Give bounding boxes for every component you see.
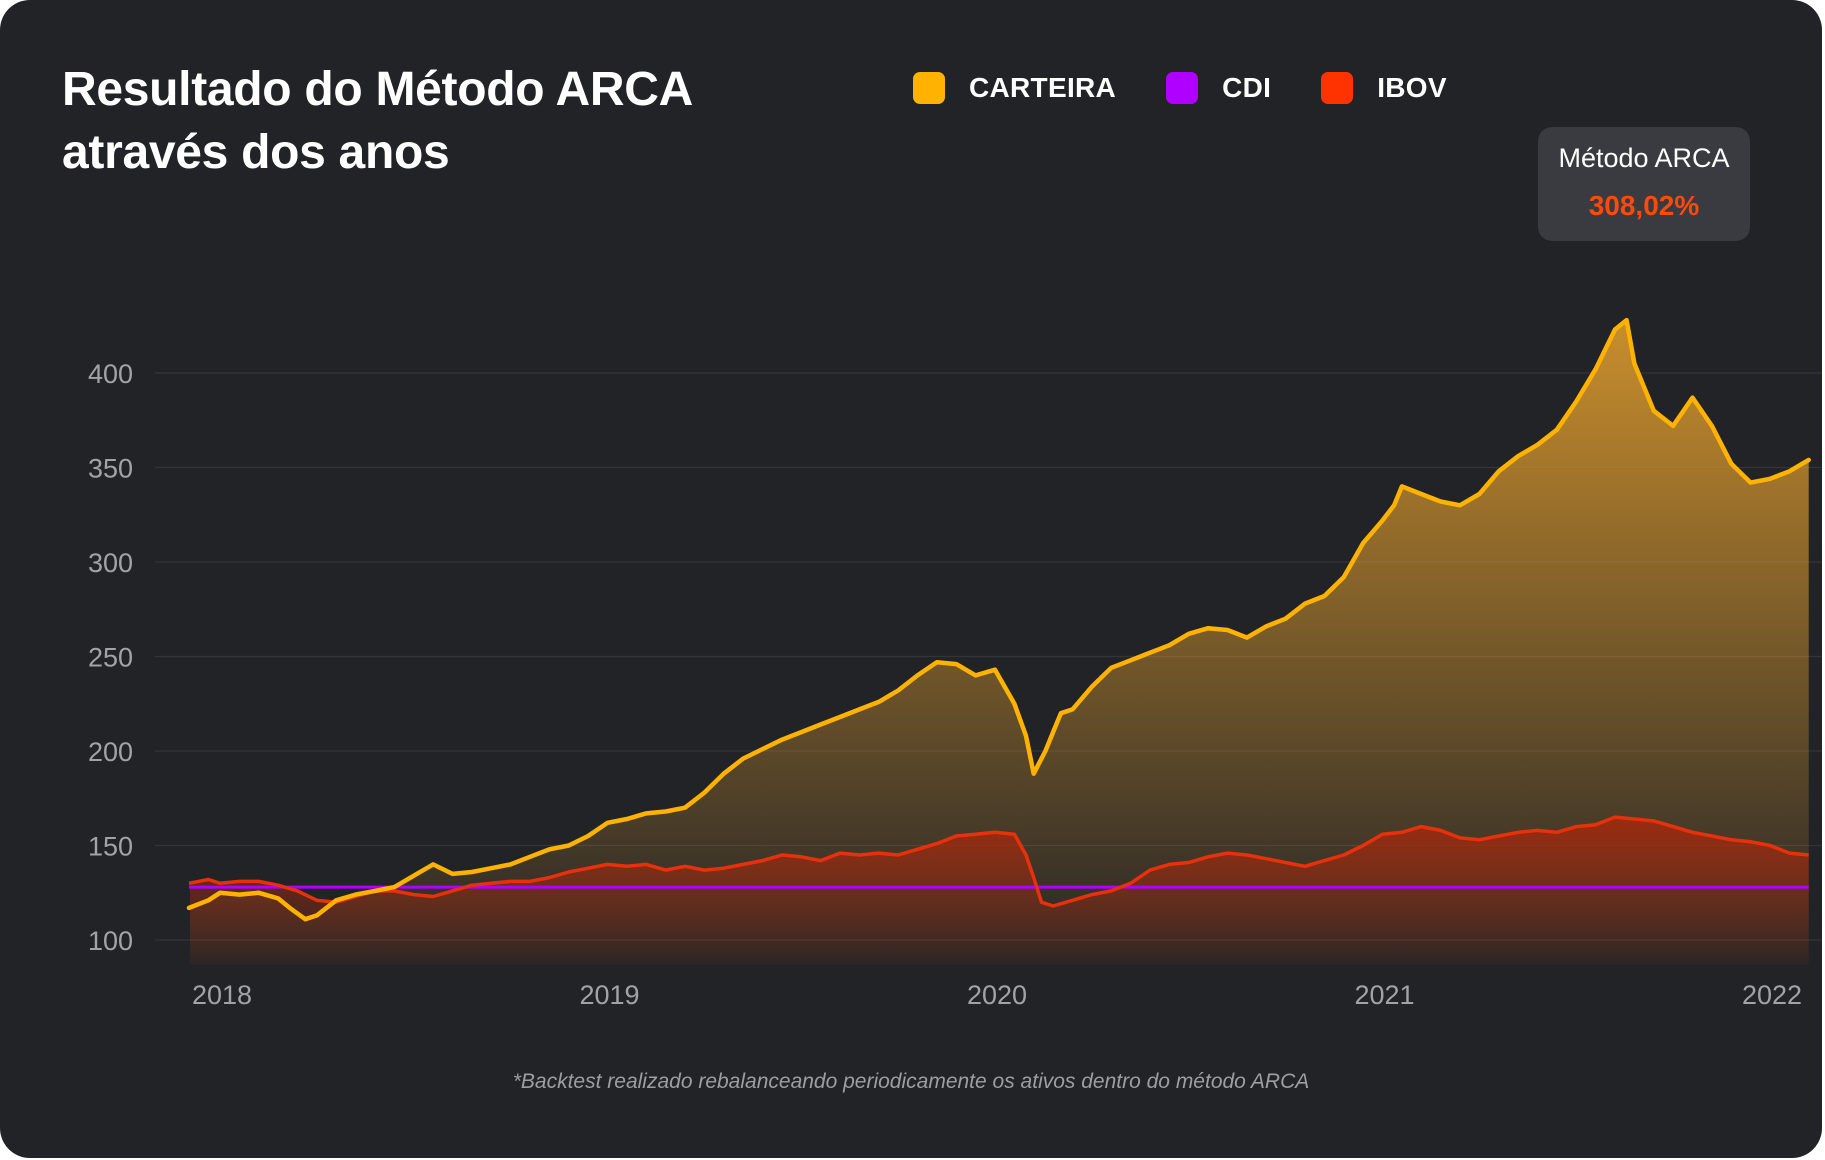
tooltip-value: 308,02% [1588, 190, 1700, 221]
legend-item-carteira[interactable]: CARTEIRA [913, 72, 1116, 104]
y-tick-label: 150 [88, 832, 133, 862]
legend-label-carteira: CARTEIRA [969, 72, 1117, 103]
x-tick-label: 2019 [579, 980, 639, 1010]
ibov-line[interactable] [188, 815, 1809, 908]
legend-label-ibov: IBOV [1377, 72, 1447, 103]
y-tick-label: 100 [88, 926, 133, 956]
y-tick-label: 250 [88, 643, 133, 673]
y-tick-label: 300 [88, 548, 133, 578]
legend-item-ibov[interactable]: IBOV [1321, 72, 1447, 104]
tooltip: Método ARCA 308,02% [1538, 127, 1750, 241]
series-layer [186, 317, 1811, 965]
legend-label-cdi: CDI [1222, 72, 1272, 103]
y-tick-label: 400 [88, 359, 133, 389]
x-tick-label: 2022 [1742, 980, 1802, 1010]
footnote: *Backtest realizado rebalanceando period… [512, 1070, 1310, 1093]
legend: CARTEIRA CDI IBOV [913, 72, 1497, 104]
tooltip-title: Método ARCA [1558, 143, 1730, 173]
legend-item-cdi[interactable]: CDI [1166, 72, 1271, 104]
x-tick-label: 2021 [1354, 980, 1414, 1010]
carteira-area [190, 320, 1809, 965]
legend-swatch-cdi [1166, 72, 1199, 104]
chart-title: Resultado do Método ARCA através dos ano… [62, 63, 692, 179]
carteira-line[interactable] [186, 317, 1811, 922]
y-axis: 100 150 200 250 300 350 400 [88, 359, 133, 956]
x-tick-label: 2020 [967, 980, 1027, 1010]
ibov-area [190, 817, 1809, 965]
x-tick-label: 2018 [192, 980, 252, 1010]
legend-swatch-carteira [913, 72, 945, 104]
y-tick-label: 200 [88, 737, 133, 767]
y-tick-label: 350 [88, 454, 133, 484]
legend-swatch-ibov [1321, 72, 1354, 104]
x-axis: 2018 2019 2020 2021 2022 [192, 980, 1802, 1010]
